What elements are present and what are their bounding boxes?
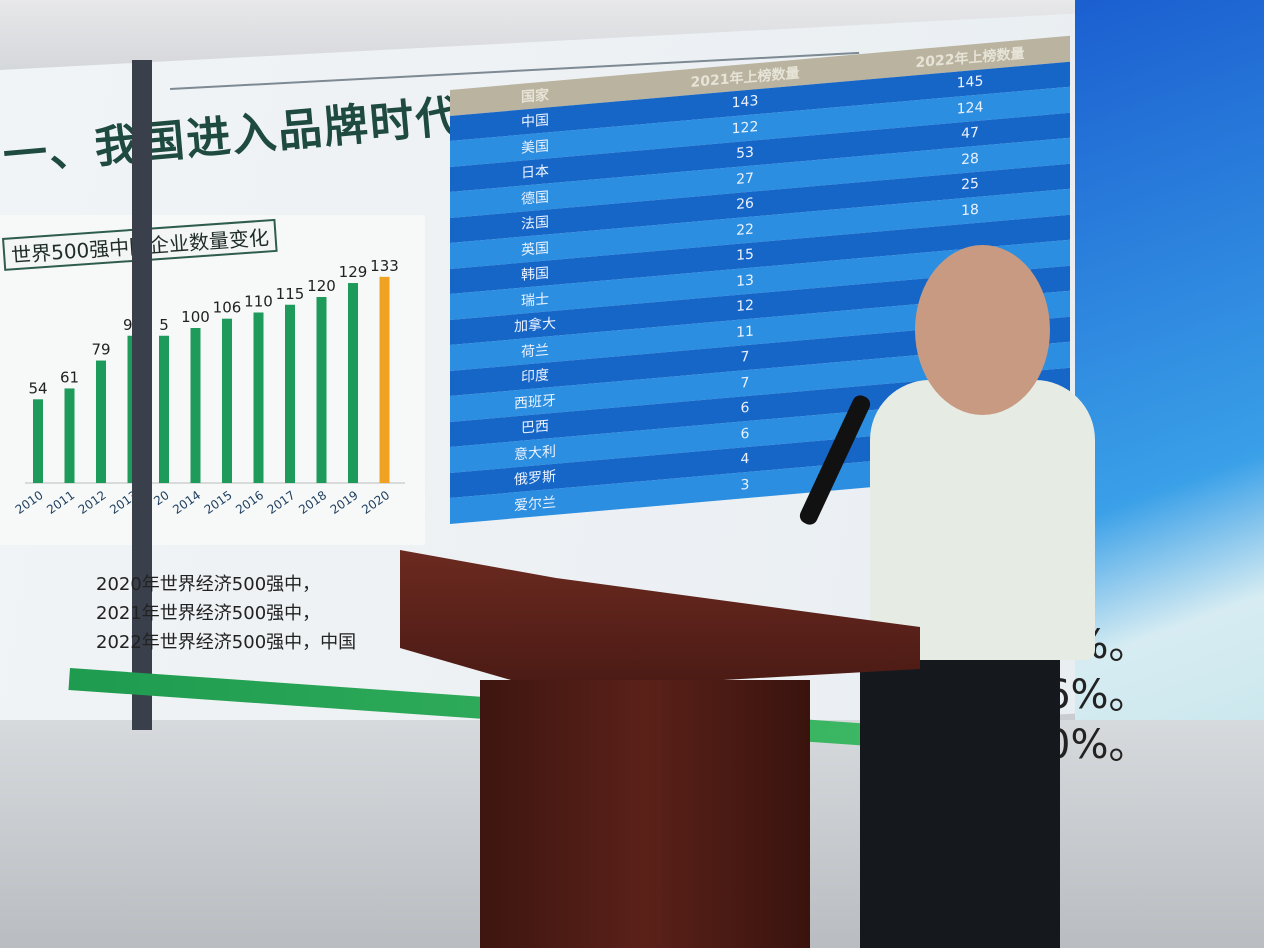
slide-body-text: 2020年世界经济500强中， 2021年世界经济500强中， 2022年世界经… — [96, 570, 356, 657]
data-label: 129 — [339, 263, 368, 281]
data-label: 106 — [213, 299, 242, 317]
bar — [316, 297, 327, 483]
speaker-trousers — [860, 650, 1060, 948]
bar — [285, 304, 295, 483]
bar — [379, 276, 390, 483]
data-label: 100 — [181, 308, 210, 326]
body-line: 2021年世界经济500强中， — [96, 603, 321, 624]
bar — [190, 328, 201, 483]
data-label: 61 — [60, 368, 79, 386]
podium-base — [480, 680, 810, 948]
data-label: 5 — [159, 316, 169, 334]
data-label: 133 — [370, 257, 399, 275]
screen-pillar — [132, 60, 152, 730]
percent-mark: 0%。 — [1045, 722, 1149, 768]
bar — [348, 283, 358, 483]
body-line: 2020年世界经济500强中， — [96, 574, 321, 595]
speaker-head — [915, 245, 1050, 415]
bar — [96, 360, 106, 483]
data-label: 120 — [307, 277, 336, 295]
data-label: 79 — [91, 341, 110, 359]
percent-mark: 6%。 — [1045, 672, 1149, 718]
data-label: 115 — [276, 285, 305, 303]
data-label: 110 — [244, 293, 273, 311]
bar-chart: 5420106120117920129520135201002014106201… — [0, 215, 425, 545]
data-label: 54 — [28, 379, 47, 397]
body-line: 2022年世界经济500强中，中国 — [96, 632, 357, 653]
speaker-shirt — [870, 380, 1095, 660]
bar — [222, 318, 232, 483]
bar — [64, 388, 75, 483]
bar — [159, 335, 169, 483]
bar — [253, 312, 264, 483]
bar — [33, 399, 43, 483]
